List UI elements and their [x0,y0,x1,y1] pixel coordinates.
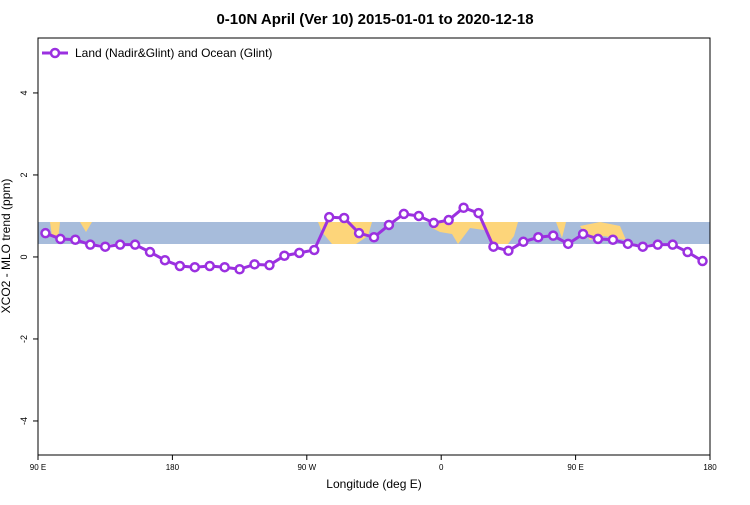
data-point [562,238,574,250]
data-point [533,232,544,243]
x-tick-label: 180 [166,463,180,472]
y-tick-label: -4 [19,417,29,425]
data-point [55,233,66,245]
data-point [458,202,469,214]
data-point [40,227,51,239]
data-point [264,259,275,271]
x-tick-label: 180 [703,463,717,472]
data-point [279,250,290,261]
data-point [309,244,320,256]
data-point [129,239,141,250]
y-tick-label: 0 [19,254,29,259]
x-axis-label: Longitude (deg E) [326,477,421,491]
x-tick-label: 90 W [297,463,316,472]
data-point [443,214,454,226]
data-point [159,254,171,266]
data-point [547,230,559,241]
data-point [518,236,529,248]
data-point [114,239,126,250]
data-point [368,232,380,243]
data-point [204,260,215,272]
data-point [398,208,410,220]
data-point [652,239,663,250]
data-point [607,234,619,245]
data-point [413,210,425,222]
data-point [637,241,649,252]
data-point [353,227,365,239]
data-point [99,241,111,252]
x-tick-label: 90 E [30,463,46,472]
data-point [189,261,201,273]
chart-title: 0-10N April (Ver 10) 2015-01-01 to 2020-… [216,11,533,28]
data-point [85,239,96,250]
data-point [383,219,395,231]
y-tick-label: 2 [19,172,29,177]
data-point [249,259,260,270]
data-point [697,255,708,267]
data-point [70,234,81,245]
data-point [622,238,634,250]
x-tick-label: 90 E [567,463,583,472]
data-point [174,260,186,272]
y-axis-label: XCO2 - MLO trend (ppm) [0,179,13,314]
data-point [219,261,230,273]
data-point [338,212,350,224]
data-point [682,246,693,258]
data-point [144,246,156,258]
data-point [323,211,335,223]
data-point [294,247,305,259]
data-point [473,207,484,219]
x-tick-label: 0 [439,463,444,472]
plot-frame [37,37,711,456]
data-point [592,233,604,245]
data-point [428,217,439,229]
data-point [667,239,678,250]
legend-marker [49,47,61,59]
legend-label: Land (Nadir&Glint) and Ocean (Glint) [75,46,272,60]
data-point [234,264,245,275]
data-point [577,228,589,240]
data-point [488,241,499,252]
data-point [503,245,514,257]
y-tick-label: 4 [19,90,29,95]
y-tick-label: -2 [19,335,29,343]
